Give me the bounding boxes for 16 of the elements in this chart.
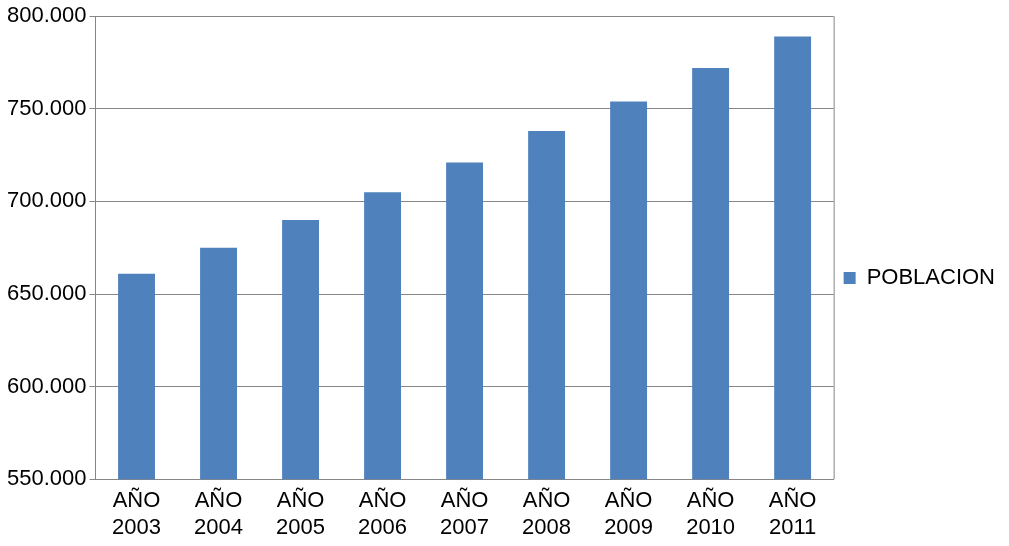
y-tick-label: 750.000 <box>6 94 87 120</box>
y-tick-label: 600.000 <box>6 372 87 398</box>
x-tick-label: AÑO 2010 <box>686 487 736 539</box>
x-tick-label: AÑO 2006 <box>358 487 408 539</box>
x-tick-label: AÑO 2008 <box>522 487 572 539</box>
x-tick-label: AÑO 2011 <box>768 487 817 539</box>
y-tick-label: 700.000 <box>6 187 87 213</box>
x-tick-label: AÑO 2007 <box>440 487 490 539</box>
x-tick-label: AÑO 2003 <box>112 487 162 539</box>
x-tick-label: AÑO 2009 <box>604 487 654 539</box>
legend-label: POBLACION <box>866 264 996 290</box>
y-tick-label: 650.000 <box>6 280 87 306</box>
x-tick-label: AÑO 2004 <box>194 487 244 539</box>
y-tick-label: 800.000 <box>6 2 87 28</box>
y-tick-label: 550.000 <box>6 465 87 491</box>
x-tick-label: AÑO 2005 <box>276 487 326 539</box>
